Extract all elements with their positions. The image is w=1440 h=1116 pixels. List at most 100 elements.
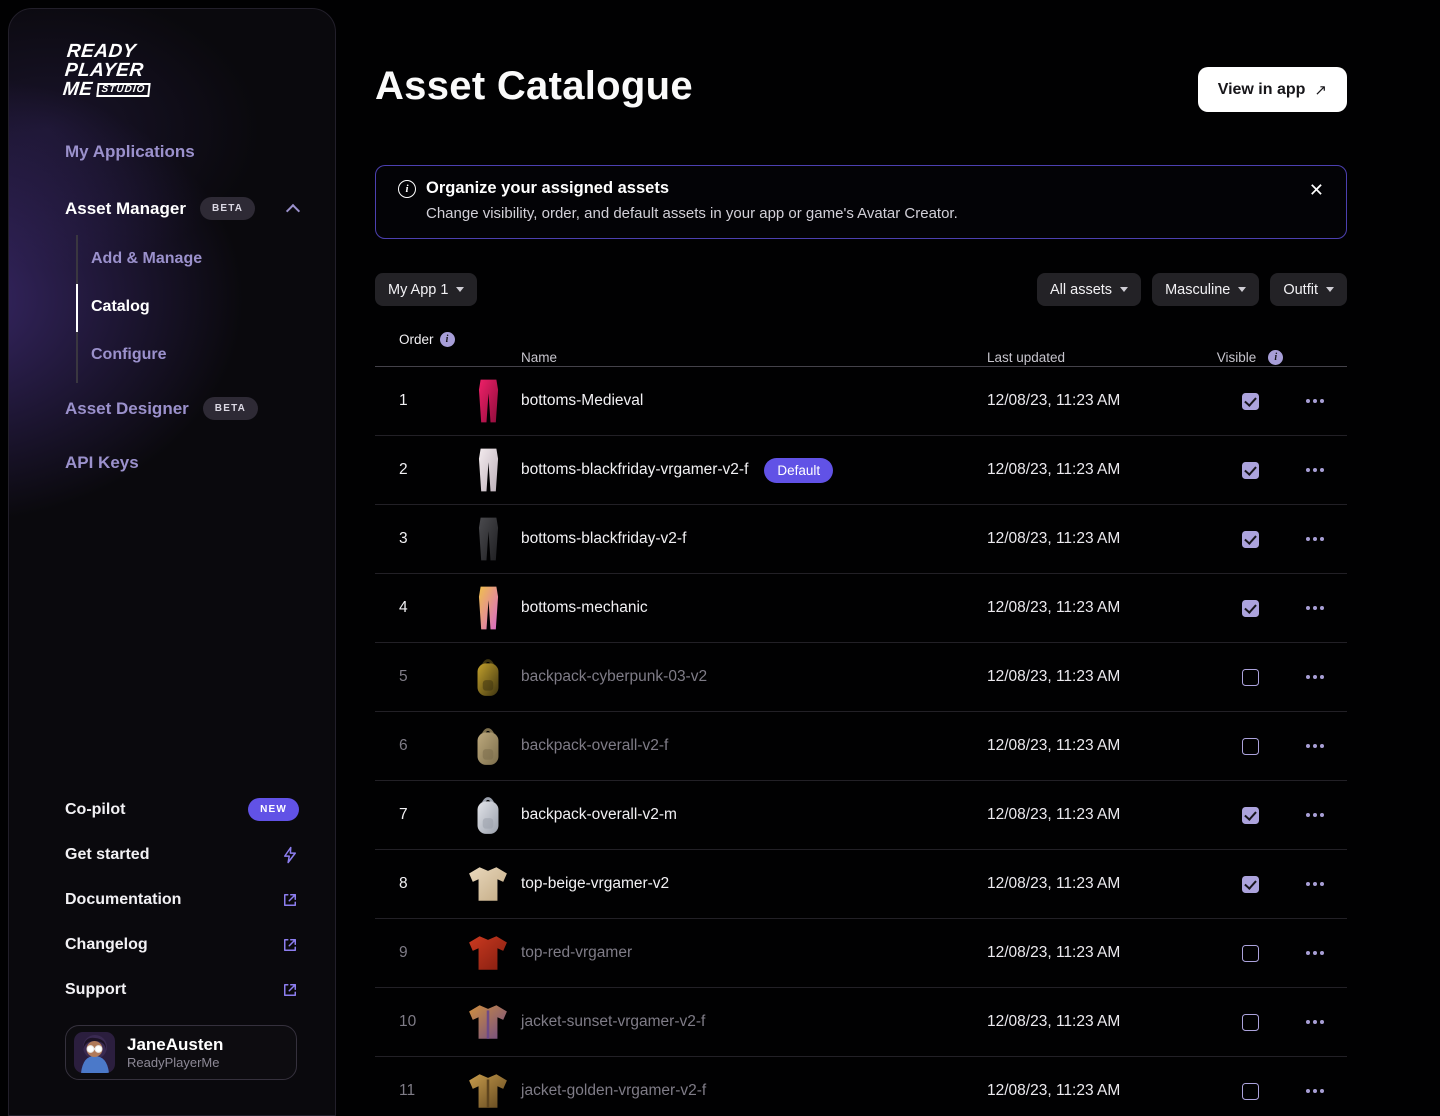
row-last-updated: 12/08/23, 11:23 AM xyxy=(987,461,1121,478)
sidebar-item-configure[interactable]: Configure xyxy=(91,346,167,364)
sidebar-item-api-keys[interactable]: API Keys xyxy=(65,453,139,473)
table-row[interactable]: 2 bottoms-blackfriday-vrgamer-v2-f Defau… xyxy=(375,436,1347,505)
row-menu-icon[interactable] xyxy=(1283,951,1347,955)
visible-checkbox[interactable] xyxy=(1241,461,1259,479)
sidebar-item-get-started[interactable]: Get started xyxy=(65,846,299,864)
column-header-last-updated: Last updated xyxy=(987,349,1066,365)
asset-name: bottoms-blackfriday-v2-f xyxy=(521,530,687,547)
beta-badge: BETA xyxy=(199,197,256,220)
row-order: 6 xyxy=(399,737,408,754)
asset-thumbnail xyxy=(455,1072,521,1110)
table-row[interactable]: 3 bottoms-blackfriday-v2-f 12/08/23, 11:… xyxy=(375,505,1347,574)
table-body: 1 bottoms-Medieval 12/08/23, 11:23 AM 2 … xyxy=(375,367,1347,1116)
asset-thumbnail xyxy=(455,793,521,837)
app-selector-label: My App 1 xyxy=(388,281,449,298)
table-row[interactable]: 8 top-beige-vrgamer-v2 12/08/23, 11:23 A… xyxy=(375,850,1347,919)
chevron-up-icon[interactable] xyxy=(287,203,299,215)
close-icon[interactable]: ✕ xyxy=(1308,180,1324,200)
sidebar-item-catalog[interactable]: Catalog xyxy=(91,298,150,316)
sidebar-item-asset-designer[interactable]: Asset Designer BETA xyxy=(65,397,259,420)
column-header-order: Order xyxy=(399,331,434,347)
table-row[interactable]: 7 backpack-overall-v2-m 12/08/23, 11:23 … xyxy=(375,781,1347,850)
sidebar-item-my-applications[interactable]: My Applications xyxy=(65,142,195,162)
row-last-updated: 12/08/23, 11:23 AM xyxy=(987,392,1121,409)
visible-checkbox[interactable] xyxy=(1241,1013,1259,1031)
visible-checkbox[interactable] xyxy=(1241,737,1259,755)
column-header-visible: Visible xyxy=(1216,349,1257,365)
row-order: 8 xyxy=(399,875,408,892)
visible-checkbox[interactable] xyxy=(1241,392,1259,410)
visible-checkbox[interactable] xyxy=(1241,875,1259,893)
sidebar-item-label: API Keys xyxy=(65,453,139,472)
gender-filter-dropdown[interactable]: Masculine xyxy=(1152,273,1260,306)
asset-thumbnail xyxy=(455,865,521,903)
assets-filter-dropdown[interactable]: All assets xyxy=(1037,273,1142,306)
row-last-updated: 12/08/23, 11:23 AM xyxy=(987,737,1121,754)
asset-thumbnail xyxy=(455,724,521,768)
table-row[interactable]: 10 jacket-sunset-vrgamer-v2-f 12/08/23, … xyxy=(375,988,1347,1057)
visible-checkbox[interactable] xyxy=(1241,1082,1259,1100)
user-profile-card[interactable]: JaneAusten ReadyPlayerMe xyxy=(65,1025,297,1080)
row-menu-icon[interactable] xyxy=(1283,1020,1347,1024)
sidebar-item-label: Catalog xyxy=(91,298,150,315)
app-selector-dropdown[interactable]: My App 1 xyxy=(375,273,478,306)
table-row[interactable]: 1 bottoms-Medieval 12/08/23, 11:23 AM xyxy=(375,367,1347,436)
view-in-app-button[interactable]: View in app ↗ xyxy=(1197,67,1347,112)
table-row[interactable]: 11 jacket-golden-vrgamer-v2-f 12/08/23, … xyxy=(375,1057,1347,1116)
sidebar-item-label: My Applications xyxy=(65,142,195,161)
asset-name: top-red-vrgamer xyxy=(521,944,633,961)
sidebar-item-label: Changelog xyxy=(65,936,148,953)
visible-checkbox[interactable] xyxy=(1241,530,1259,548)
asset-thumbnail xyxy=(455,1003,521,1041)
row-last-updated: 12/08/23, 11:23 AM xyxy=(987,530,1121,547)
info-icon[interactable]: i xyxy=(439,331,455,347)
row-order: 10 xyxy=(399,1013,417,1030)
row-menu-icon[interactable] xyxy=(1283,813,1347,817)
row-menu-icon[interactable] xyxy=(1283,606,1347,610)
filter-row: My App 1 All assets Masculine Outfit xyxy=(375,273,1347,306)
table-header: Order i Name Last updated Visible i xyxy=(375,330,1347,366)
lightning-bolt-icon xyxy=(281,846,299,864)
row-menu-icon[interactable] xyxy=(1283,537,1347,541)
row-menu-icon[interactable] xyxy=(1283,468,1347,472)
visible-checkbox[interactable] xyxy=(1241,599,1259,617)
logo-line1: READY xyxy=(65,41,138,62)
sidebar-item-co-pilot[interactable]: Co-pilot NEW xyxy=(65,798,299,821)
sidebar-item-label: Asset Designer xyxy=(65,398,189,418)
external-link-icon xyxy=(281,936,299,954)
asset-name: backpack-cyberpunk-03-v2 xyxy=(521,668,708,685)
row-menu-icon[interactable] xyxy=(1283,744,1347,748)
sidebar-item-changelog[interactable]: Changelog xyxy=(65,936,299,954)
table-row[interactable]: 6 backpack-overall-v2-f 12/08/23, 11:23 … xyxy=(375,712,1347,781)
sidebar-item-add-manage[interactable]: Add & Manage xyxy=(91,250,202,268)
sidebar-item-documentation[interactable]: Documentation xyxy=(65,891,299,909)
table-row[interactable]: 5 backpack-cyberpunk-03-v2 12/08/23, 11:… xyxy=(375,643,1347,712)
row-menu-icon[interactable] xyxy=(1283,399,1347,403)
asset-name: top-beige-vrgamer-v2 xyxy=(521,875,670,892)
ready-player-me-logo[interactable]: READY PLAYER ME STUDIO xyxy=(61,41,155,100)
gender-filter-label: Masculine xyxy=(1165,281,1231,298)
logo-line3: ME xyxy=(61,79,94,100)
row-menu-icon[interactable] xyxy=(1283,882,1347,886)
row-menu-icon[interactable] xyxy=(1283,1089,1347,1093)
chevron-down-icon xyxy=(456,287,465,292)
asset-name: bottoms-Medieval xyxy=(521,392,644,409)
info-banner: i Organize your assigned assets Change v… xyxy=(375,165,1347,239)
new-badge: NEW xyxy=(248,798,299,821)
table-row[interactable]: 9 top-red-vrgamer 12/08/23, 11:23 AM xyxy=(375,919,1347,988)
sidebar-item-asset-manager[interactable]: Asset Manager BETA xyxy=(65,197,299,220)
row-menu-icon[interactable] xyxy=(1283,675,1347,679)
sidebar-item-label: Co-pilot xyxy=(65,800,126,818)
chevron-down-icon xyxy=(1120,287,1129,292)
row-order: 9 xyxy=(399,944,408,961)
info-icon[interactable]: i xyxy=(1268,349,1284,365)
row-order: 5 xyxy=(399,668,408,685)
category-filter-dropdown[interactable]: Outfit xyxy=(1270,273,1347,306)
visible-checkbox[interactable] xyxy=(1241,806,1259,824)
sidebar-item-support[interactable]: Support xyxy=(65,981,299,999)
visible-checkbox[interactable] xyxy=(1241,668,1259,686)
table-row[interactable]: 4 bottoms-mechanic 12/08/23, 11:23 AM xyxy=(375,574,1347,643)
row-order: 1 xyxy=(399,392,408,409)
beta-badge: BETA xyxy=(202,397,259,420)
visible-checkbox[interactable] xyxy=(1241,944,1259,962)
